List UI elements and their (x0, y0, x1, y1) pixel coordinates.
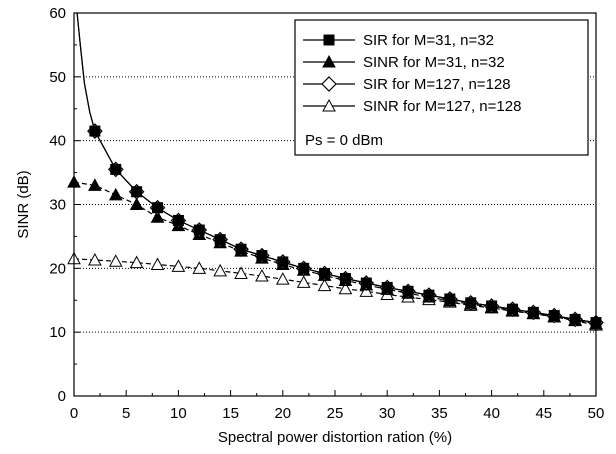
legend-label: SINR for M=127, n=128 (363, 98, 521, 115)
legend-marker (322, 98, 336, 112)
data-point (296, 275, 311, 288)
x-tick-label: 45 (535, 405, 552, 422)
legend-marker (323, 34, 335, 46)
series-4 (67, 251, 603, 331)
y-tick-label: 10 (49, 324, 66, 341)
x-tick-label: 20 (274, 405, 291, 422)
data-point (317, 278, 332, 292)
data-point (256, 250, 268, 262)
data-point (298, 262, 310, 274)
x-tick-label: 40 (483, 405, 500, 422)
x-tick-label: 5 (122, 405, 130, 422)
legend-annotation: Ps = 0 dBm (305, 132, 383, 149)
data-point (402, 285, 414, 297)
data-point (152, 202, 164, 214)
data-point (339, 273, 351, 285)
y-tick-label: 30 (49, 197, 66, 214)
data-point (275, 272, 290, 285)
x-axis-title: Spectral power distortion ration (%) (218, 429, 452, 446)
data-point (108, 254, 123, 267)
data-point (486, 300, 498, 312)
data-point (108, 187, 123, 201)
data-point (381, 281, 393, 293)
data-point (129, 197, 144, 210)
data-point (88, 252, 102, 266)
data-point (129, 255, 144, 269)
data-point (213, 263, 228, 277)
x-tick-label: 10 (170, 405, 187, 422)
data-point (235, 243, 247, 255)
y-tick-label: 20 (49, 260, 66, 277)
data-point (569, 313, 581, 325)
x-tick-label: 25 (327, 405, 344, 422)
legend-label: SIR for M=127, n=128 (363, 76, 511, 93)
y-tick-label: 0 (58, 388, 66, 405)
data-point (234, 266, 248, 279)
data-point (193, 224, 205, 236)
y-axis-title: SINR (dB) (15, 170, 32, 238)
data-point (360, 277, 372, 289)
data-point (255, 268, 269, 282)
axes: 0 10 20 30 40 50 60 0 5 10 15 20 25 30 35 40 45 50 (49, 5, 604, 422)
data-point (110, 163, 122, 175)
y-tick-label: 60 (49, 5, 66, 22)
x-tick-label: 0 (70, 405, 78, 422)
data-point (172, 214, 184, 226)
data-point (423, 289, 435, 301)
x-tick-label: 30 (379, 405, 396, 422)
data-point (319, 267, 331, 279)
legend: SIR for M=31, n=32 SINR for M=31, n=32 SIR… (294, 19, 589, 156)
data-point (527, 306, 539, 318)
data-point (465, 297, 477, 309)
data-point (277, 256, 289, 268)
legend-marker (322, 54, 336, 68)
x-tick-label: 50 (588, 405, 605, 422)
data-point (192, 261, 207, 274)
data-point (214, 234, 226, 246)
data-point (444, 293, 456, 305)
y-tick-label: 40 (49, 133, 66, 150)
y-tick-label: 50 (49, 69, 66, 86)
data-point (150, 257, 165, 271)
x-tick-label: 35 (431, 405, 448, 422)
legend-label: SIR for M=31, n=32 (363, 32, 494, 49)
series-layer (67, 12, 604, 331)
x-tick-label: 15 (222, 405, 239, 422)
data-point (88, 178, 102, 191)
data-point (548, 310, 560, 322)
data-point (131, 186, 143, 198)
data-point (506, 303, 518, 315)
data-point (89, 125, 101, 137)
legend-box (294, 19, 589, 156)
legend-marker (321, 76, 337, 92)
series-2 (67, 175, 603, 330)
data-point (150, 210, 165, 223)
legend-label: SINR for M=31, n=32 (363, 54, 505, 71)
data-point (171, 259, 186, 272)
data-point (338, 281, 353, 295)
